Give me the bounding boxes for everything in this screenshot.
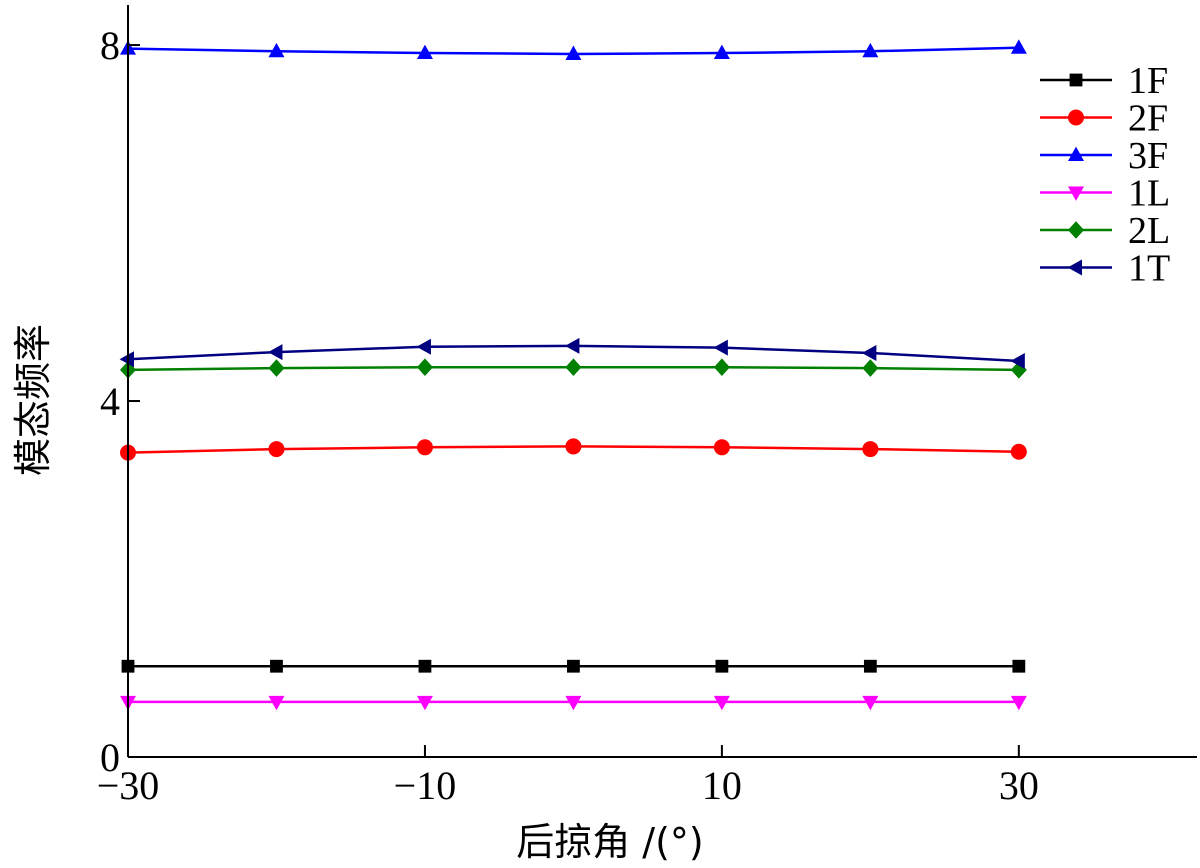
point-1L-20 (862, 695, 879, 711)
series-3F (120, 39, 1027, 60)
legend-marker-1T (1067, 259, 1082, 276)
legend-marker-1L (1068, 186, 1084, 201)
y-tick-label-0: 0 (100, 735, 120, 780)
legend-item-2L: 2L (1040, 210, 1170, 252)
point-1L-30 (1010, 695, 1027, 711)
point-3F-0 (565, 45, 582, 60)
point-1L-10 (713, 695, 730, 711)
point-1T-20 (861, 344, 877, 361)
legend-item-1T: 1T (1040, 248, 1170, 290)
x-tick-label--10: −10 (394, 763, 457, 808)
point-1L--20 (268, 695, 285, 711)
x-tick-label-30: 30 (999, 763, 1039, 808)
legend-marker-3F (1068, 146, 1084, 161)
series-2F (120, 438, 1027, 461)
point-3F--10 (416, 44, 433, 60)
y-axis-title: 模态频率 (11, 324, 55, 476)
point-2L-30 (1010, 361, 1027, 379)
legend-item-1F: 1F (1040, 60, 1168, 102)
point-1F-20 (863, 659, 877, 673)
point-3F-10 (713, 44, 730, 60)
point-2F-30 (1010, 443, 1027, 460)
point-2F--20 (268, 441, 285, 458)
y-tick-label-8: 8 (100, 23, 120, 68)
point-1F--10 (418, 659, 432, 673)
series-1F (121, 659, 1026, 673)
point-1F-0 (567, 659, 580, 673)
legend-label-2L: 2L (1128, 210, 1170, 252)
point-3F-30 (1010, 39, 1027, 54)
point-1T--30 (119, 351, 134, 368)
point-1T--10 (416, 338, 431, 355)
legend-item-2F: 2F (1040, 98, 1168, 140)
point-2L-20 (862, 359, 879, 377)
point-2L-10 (713, 358, 730, 377)
legend-marker-2F (1068, 109, 1084, 126)
point-2F-10 (713, 439, 730, 456)
point-2F-20 (862, 441, 879, 458)
series-1T (119, 337, 1025, 369)
point-1T-10 (713, 339, 728, 356)
legend-label-1F: 1F (1128, 60, 1168, 102)
series-2L (120, 358, 1027, 379)
axes: 0 4 8 −30 −10 10 30 (97, 5, 1197, 808)
x-tick-label-10: 10 (702, 763, 742, 808)
point-1T-30 (1010, 352, 1025, 369)
point-2L--10 (416, 358, 433, 377)
point-1T-0 (565, 337, 580, 354)
y-tick-label-4: 4 (100, 379, 120, 424)
legend-marker-1F (1069, 73, 1083, 87)
point-1F-30 (1012, 659, 1026, 673)
legend-label-1L: 1L (1128, 173, 1170, 215)
legend-label-2F: 2F (1128, 98, 1168, 140)
point-1F-10 (715, 659, 729, 673)
point-2F--10 (416, 439, 433, 456)
legend-item-3F: 3F (1040, 135, 1168, 177)
x-axis-title: 后掠角 /(°) (516, 820, 704, 864)
legend-label-3F: 3F (1128, 135, 1168, 177)
legend-item-1L: 1L (1040, 173, 1170, 215)
point-2F-0 (565, 438, 582, 455)
legend-label-1T: 1T (1128, 248, 1170, 290)
point-3F--20 (268, 42, 285, 58)
x-tick-label--30: −30 (97, 763, 160, 808)
legend-marker-2L (1068, 221, 1084, 239)
point-1L--10 (416, 695, 433, 711)
point-2L-0 (565, 358, 582, 377)
point-1F--20 (270, 659, 283, 673)
point-3F-20 (862, 42, 879, 58)
point-1L-0 (565, 695, 582, 711)
series-1L (120, 695, 1027, 711)
point-2L--20 (268, 359, 285, 377)
plot-area (119, 39, 1027, 711)
point-1T--20 (268, 344, 283, 361)
